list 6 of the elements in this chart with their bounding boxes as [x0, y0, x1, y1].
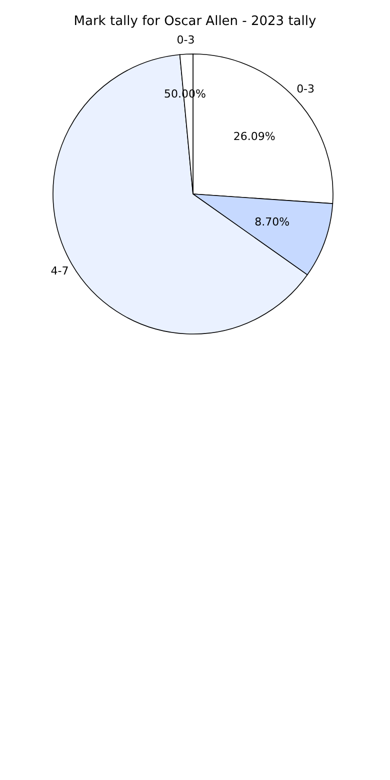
- chart-title: Mark tally for Oscar Allen - 2023 tally: [72, 14, 318, 29]
- slice-label: 4-7: [50, 264, 69, 278]
- slice-label: 0-3: [296, 82, 315, 96]
- data-label: 8.70%: [254, 216, 290, 229]
- slice-label: 0-3: [176, 34, 195, 47]
- data-label: 26.09%: [233, 130, 276, 144]
